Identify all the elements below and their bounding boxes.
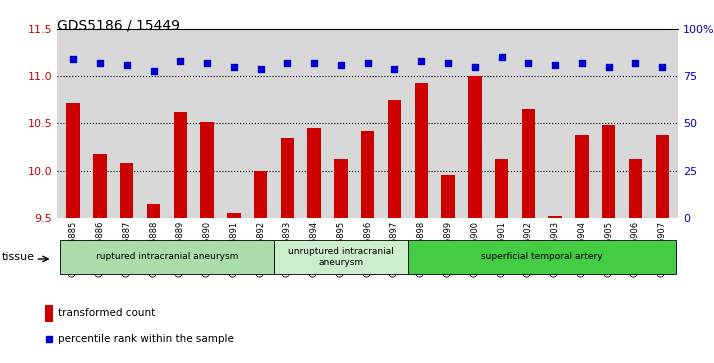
Bar [522, 109, 535, 218]
Bar [361, 131, 374, 218]
Point [148, 68, 159, 73]
Point [656, 64, 668, 70]
Bar [308, 128, 321, 218]
Point [442, 60, 453, 66]
Bar [388, 100, 401, 218]
Text: percentile rank within the sample: percentile rank within the sample [58, 334, 233, 344]
Point [496, 54, 507, 60]
Point [388, 66, 400, 72]
Bar [174, 112, 187, 218]
Point [67, 56, 79, 62]
Bar [495, 159, 508, 218]
Bar [281, 138, 294, 218]
Text: GDS5186 / 15449: GDS5186 / 15449 [57, 18, 180, 32]
Point [523, 60, 534, 66]
Point [94, 60, 106, 66]
Bar [548, 216, 562, 218]
Point [255, 66, 266, 72]
Bar [201, 122, 213, 218]
Bar [415, 83, 428, 218]
Point [549, 62, 560, 68]
Point [201, 60, 213, 66]
Text: transformed count: transformed count [58, 308, 155, 318]
Bar [602, 125, 615, 218]
Bar [408, 240, 675, 274]
Point [362, 60, 373, 66]
Point [308, 60, 320, 66]
Bar [441, 175, 455, 218]
Point [416, 58, 427, 64]
Text: ruptured intracranial aneurysm: ruptured intracranial aneurysm [96, 252, 238, 261]
Point [603, 64, 614, 70]
Point [335, 62, 346, 68]
Bar [60, 240, 274, 274]
Bar [94, 154, 106, 218]
Bar [655, 135, 669, 218]
Point [228, 64, 239, 70]
Bar [45, 305, 53, 322]
Point [174, 58, 186, 64]
Point [281, 60, 293, 66]
Bar [254, 171, 267, 218]
Point [121, 62, 133, 68]
Bar [575, 135, 588, 218]
Bar [468, 76, 481, 218]
Bar [120, 163, 134, 218]
Text: tissue: tissue [1, 252, 34, 262]
Bar [334, 159, 348, 218]
Point [43, 337, 54, 342]
Bar [147, 204, 160, 218]
Bar [227, 213, 241, 218]
Bar [66, 103, 80, 218]
Point [469, 64, 481, 70]
Point [630, 60, 641, 66]
Text: unruptured intracranial
aneurysm: unruptured intracranial aneurysm [288, 247, 394, 266]
Bar [274, 240, 408, 274]
Bar [629, 159, 642, 218]
Point [576, 60, 588, 66]
Text: superficial temporal artery: superficial temporal artery [481, 252, 603, 261]
